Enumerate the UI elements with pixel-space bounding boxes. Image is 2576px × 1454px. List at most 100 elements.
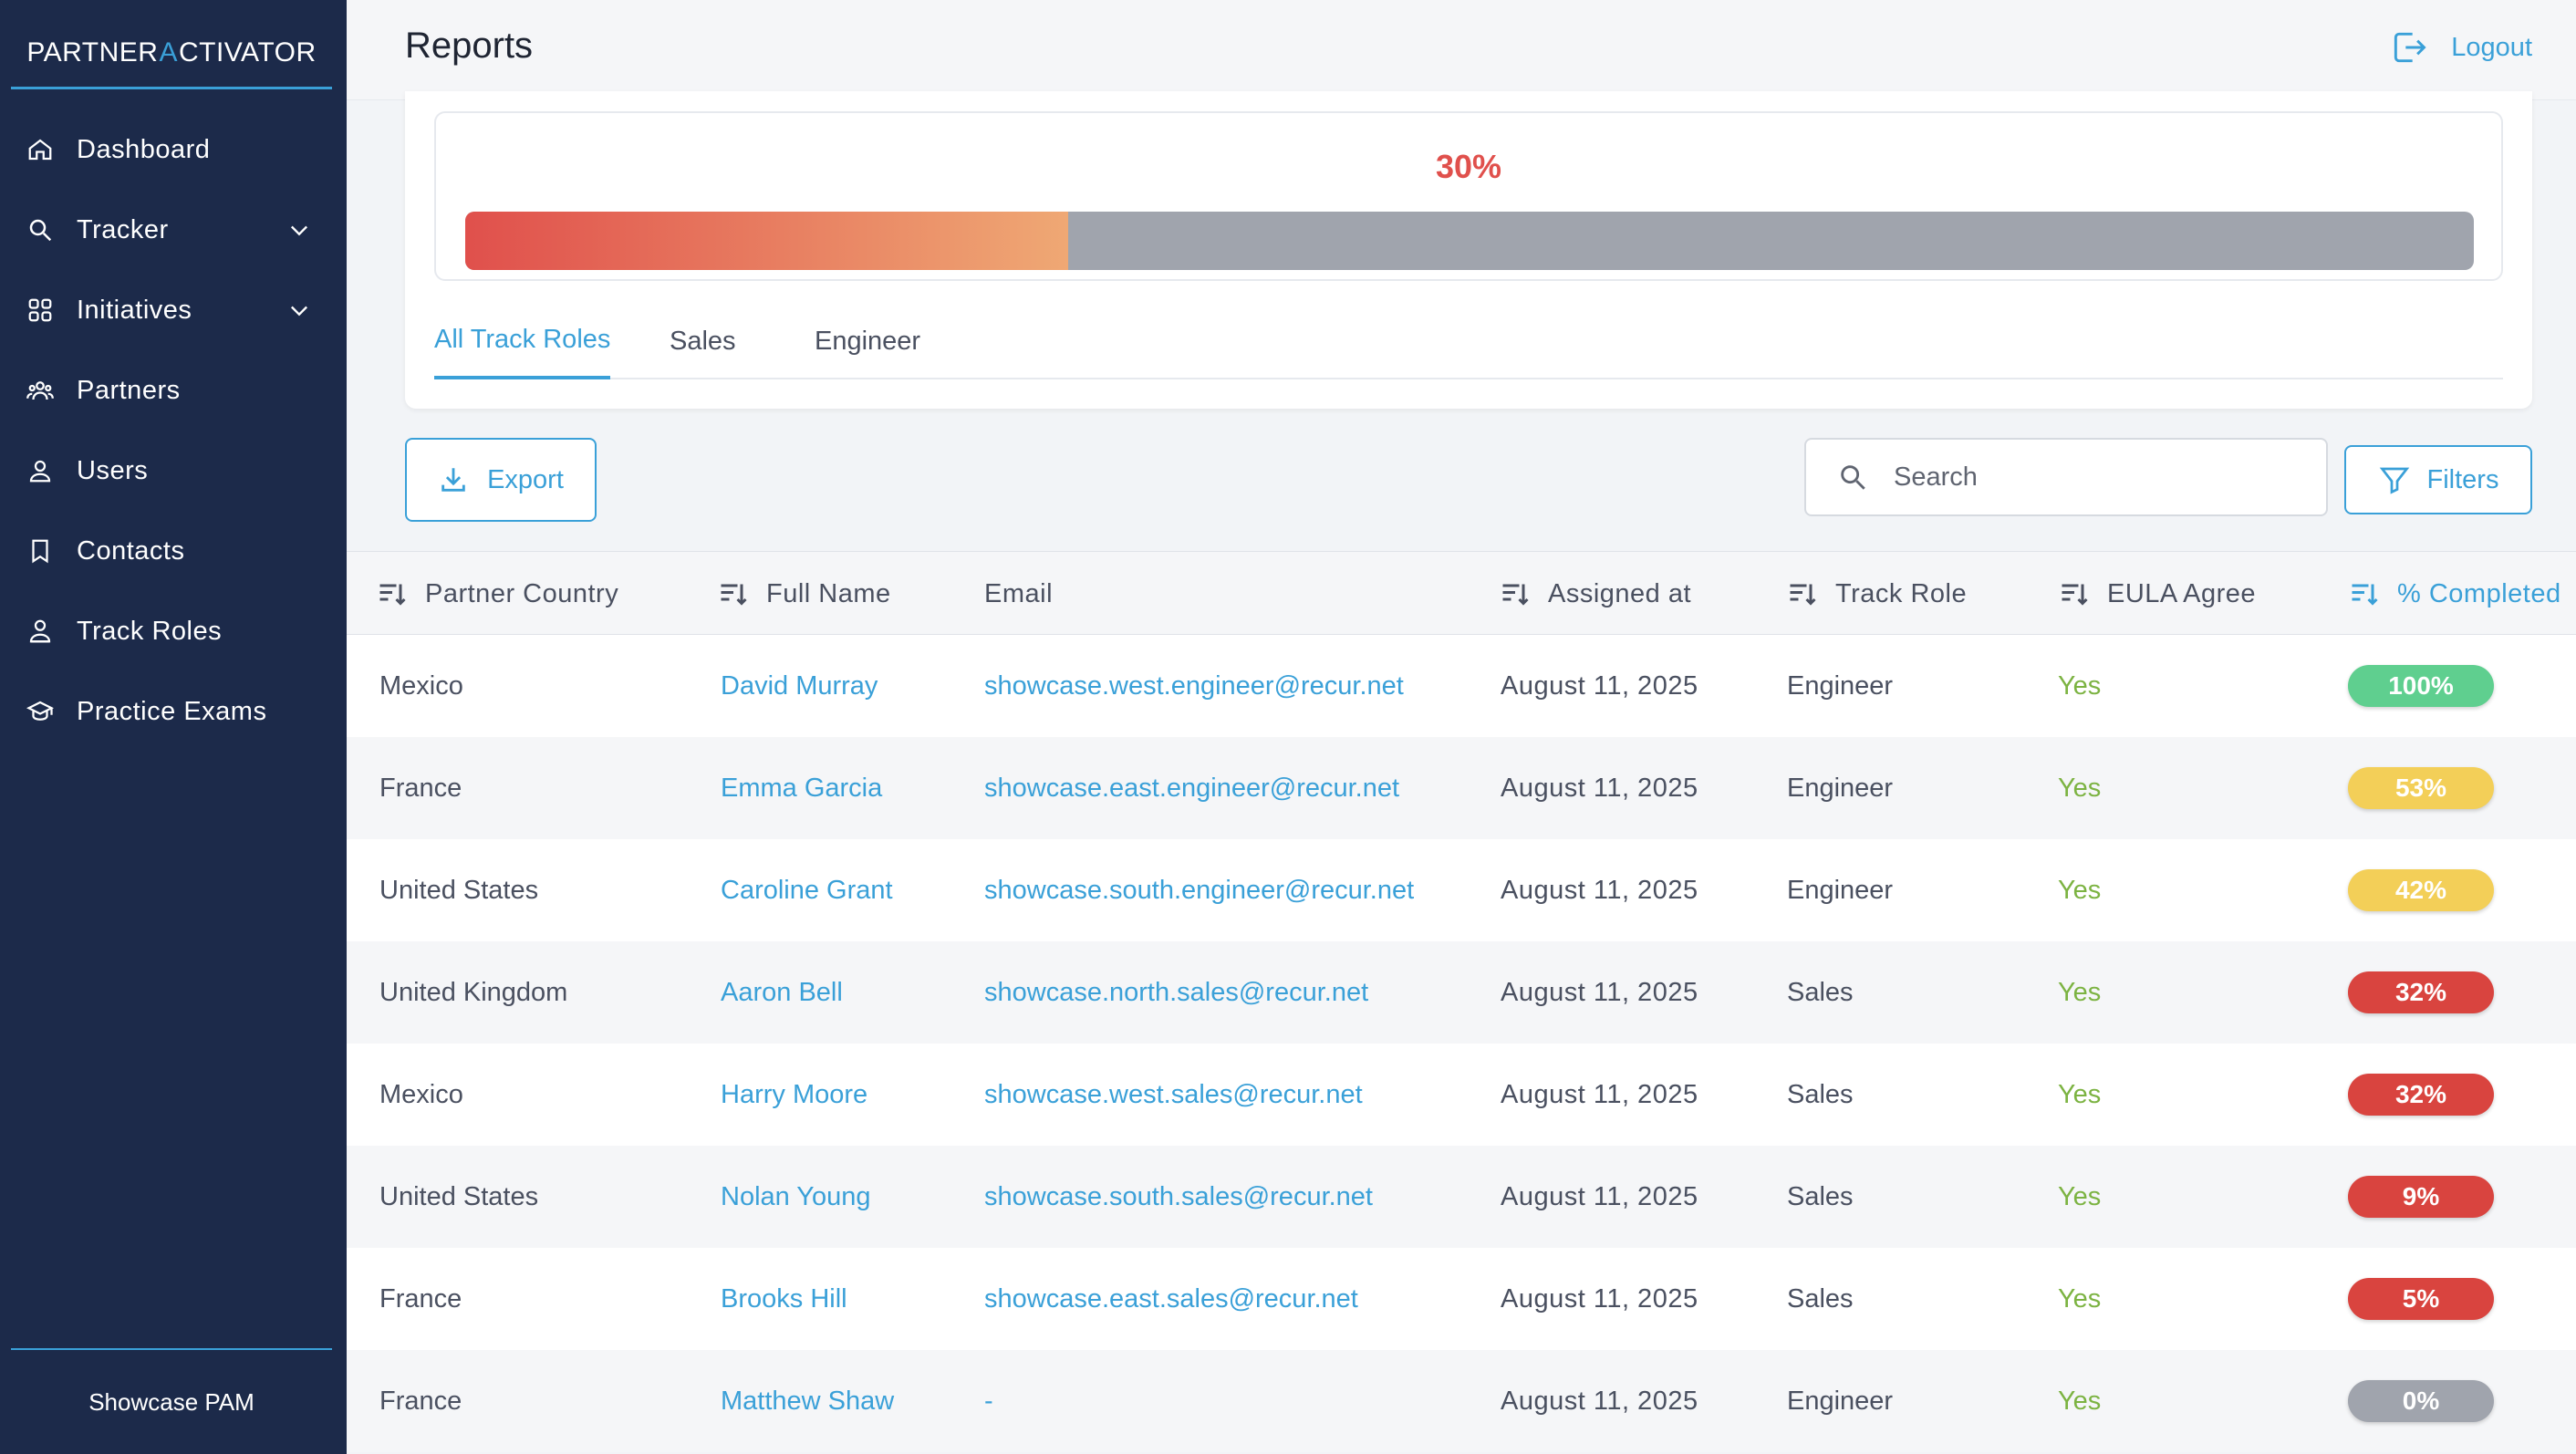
cell-track-role: Engineer	[1787, 1386, 1894, 1416]
brand-text-part1: PARTNER	[26, 36, 159, 68]
cell-assigned-at: August 11, 2025	[1501, 1079, 1698, 1109]
progress-percentage: 30%	[1435, 148, 1502, 185]
filters-label: Filters	[2426, 464, 2499, 494]
export-button[interactable]: Export	[405, 438, 597, 522]
completion-badge: 5%	[2348, 1278, 2494, 1320]
sort-icon	[379, 584, 406, 606]
cell-eula-agree: Yes	[2058, 670, 2102, 701]
cell-eula-agree: Yes	[2058, 1079, 2102, 1109]
table-row[interactable]: France Brooks Hill showcase.east.sales@rec…	[347, 1248, 2576, 1350]
table-row[interactable]: United States Nolan Young showcase.south.s…	[347, 1146, 2576, 1248]
sidebar-item-label: Practice Exams	[77, 696, 267, 726]
cell-full-name[interactable]: Aaron Bell	[721, 977, 843, 1007]
column-header-assigned-at[interactable]: Assigned at	[1499, 552, 1691, 636]
sidebar-item-initiatives[interactable]: Initiatives	[0, 270, 347, 350]
cell-assigned-at: August 11, 2025	[1501, 977, 1698, 1007]
cell-email[interactable]: showcase.west.engineer@recur.net	[984, 670, 1404, 701]
table-row[interactable]: United States Caroline Grant showcase.sout…	[347, 839, 2576, 941]
sidebar-item-label: Dashboard	[77, 134, 211, 164]
sidebar-item-tracker[interactable]: Tracker	[0, 190, 347, 270]
column-label: Assigned at	[1548, 578, 1692, 608]
table-row[interactable]: United Kingdom Aaron Bell showcase.north.s…	[347, 941, 2576, 1044]
cell-full-name[interactable]: Matthew Shaw	[721, 1386, 895, 1416]
sidebar-item-contacts[interactable]: Contacts	[0, 511, 347, 591]
graduation-cap-icon	[26, 697, 55, 726]
cell-email[interactable]: showcase.east.engineer@recur.net	[984, 773, 1400, 803]
rocket-letter: A	[159, 36, 178, 68]
tab-engineer[interactable]: Engineer	[815, 326, 921, 356]
sidebar-item-label: Track Roles	[77, 616, 223, 646]
cell-assigned-at: August 11, 2025	[1501, 670, 1698, 701]
cell-track-role: Engineer	[1787, 773, 1894, 803]
cell-percent-completed: 100%	[2348, 635, 2494, 737]
cell-full-name[interactable]: Caroline Grant	[721, 875, 893, 905]
bookmark-icon	[26, 536, 55, 566]
sidebar-item-track-roles[interactable]: Track Roles	[0, 591, 347, 671]
cell-partner-country: France	[379, 773, 462, 803]
logout-label: Logout	[2451, 32, 2532, 62]
table-row[interactable]: Mexico David Murray showcase.west.engineer…	[347, 635, 2576, 737]
table-row[interactable]: France Emma Garcia showcase.east.engineer@…	[347, 737, 2576, 839]
cell-percent-completed: 0%	[2348, 1350, 2494, 1452]
cell-full-name[interactable]: Brooks Hill	[721, 1283, 847, 1314]
sidebar-item-users[interactable]: Users	[0, 431, 347, 511]
sidebar-item-label: Users	[77, 455, 149, 485]
column-header-eula-agree[interactable]: EULA Agree	[2058, 552, 2256, 636]
logout-button[interactable]: Logout	[2389, 27, 2532, 68]
cell-eula-agree: Yes	[2058, 875, 2102, 905]
search-icon	[26, 215, 55, 244]
cell-email[interactable]: showcase.south.sales@recur.net	[984, 1181, 1373, 1211]
search-icon	[1841, 465, 1865, 490]
chevron-down-icon[interactable]	[286, 217, 312, 243]
column-label: Partner Country	[425, 578, 619, 608]
cell-track-role: Engineer	[1787, 670, 1894, 701]
cell-email[interactable]: showcase.north.sales@recur.net	[984, 977, 1369, 1007]
completion-badge: 9%	[2348, 1176, 2494, 1218]
overall-progress: 30%	[434, 111, 2503, 281]
cell-assigned-at: August 11, 2025	[1501, 1181, 1698, 1211]
completion-badge: 32%	[2348, 971, 2494, 1013]
tab-all-track-roles[interactable]: All Track Roles	[434, 303, 611, 379]
cell-percent-completed: 32%	[2348, 1044, 2494, 1146]
logout-icon	[2394, 32, 2426, 63]
cell-assigned-at: August 11, 2025	[1501, 875, 1698, 905]
column-header-track-role[interactable]: Track Role	[1786, 552, 1967, 636]
cell-full-name[interactable]: Emma Garcia	[721, 773, 883, 803]
column-header-percent-completed[interactable]: % Completed	[2348, 552, 2561, 636]
search-box[interactable]	[1804, 438, 2328, 516]
column-label: Email	[984, 578, 1054, 608]
progress-bar	[465, 212, 2474, 270]
sidebar-item-practice-exams[interactable]: Practice Exams	[0, 671, 347, 752]
search-input[interactable]	[1894, 462, 2295, 493]
column-header-partner-country[interactable]: Partner Country	[376, 552, 618, 636]
cell-track-role: Sales	[1787, 1181, 1854, 1211]
sort-icon	[2352, 584, 2378, 606]
page-title: Reports	[405, 26, 534, 66]
column-header-email[interactable]: Email	[984, 552, 1053, 636]
cell-full-name[interactable]: Nolan Young	[721, 1181, 871, 1211]
column-header-full-name[interactable]: Full Name	[717, 552, 891, 636]
column-label: Track Role	[1835, 578, 1968, 608]
cell-full-name[interactable]: David Murray	[721, 670, 878, 701]
sort-icon	[1790, 584, 1816, 606]
report-summary-card: 30% All Track Roles Sales Engineer	[405, 91, 2532, 409]
chevron-down-icon[interactable]	[286, 297, 312, 323]
completion-badge: 42%	[2348, 869, 2494, 911]
cell-email[interactable]: showcase.west.sales@recur.net	[984, 1079, 1363, 1109]
table-row[interactable]: France Matthew Shaw - August 11, 2025 Engine…	[347, 1350, 2576, 1452]
sort-icon	[721, 584, 747, 606]
cell-email[interactable]: showcase.east.sales@recur.net	[984, 1283, 1358, 1314]
filters-button[interactable]: Filters	[2344, 445, 2532, 514]
cell-email[interactable]: showcase.south.engineer@recur.net	[984, 875, 1415, 905]
cell-full-name[interactable]: Harry Moore	[721, 1079, 868, 1109]
cell-partner-country: United States	[379, 1181, 539, 1211]
table-row[interactable]: Mexico Harry Moore showcase.west.sales@rec…	[347, 1044, 2576, 1146]
sidebar-item-partners[interactable]: Partners	[0, 350, 347, 431]
tab-sales[interactable]: Sales	[670, 326, 736, 356]
cell-email[interactable]: -	[984, 1386, 993, 1416]
cell-percent-completed: 32%	[2348, 941, 2494, 1044]
home-icon	[26, 135, 55, 164]
cell-percent-completed: 53%	[2348, 737, 2494, 839]
brand-logo[interactable]: PARTNER A CTIVATOR	[11, 18, 332, 89]
sidebar-item-dashboard[interactable]: Dashboard	[0, 109, 347, 190]
